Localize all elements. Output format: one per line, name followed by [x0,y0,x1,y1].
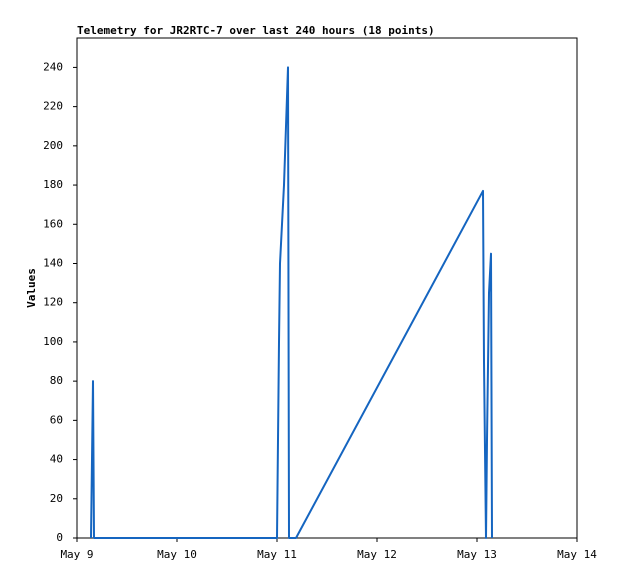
y-tick-label: 180 [43,178,63,191]
y-tick-label: 0 [56,531,63,544]
y-tick-label: 140 [43,256,63,269]
y-tick-label: 220 [43,100,63,113]
y-tick-label: 60 [50,413,63,426]
y-axis-label: Values [25,268,38,308]
plot-frame [76,37,578,539]
x-tick-label: May 11 [257,548,297,561]
y-tick-label: 200 [43,139,63,152]
x-tick-label: May 14 [557,548,597,561]
x-tick-label: May 9 [60,548,93,561]
y-tick-label: 240 [43,60,63,73]
x-tick-label: May 10 [157,548,197,561]
y-tick-label: 80 [50,374,63,387]
y-tick-label: 100 [43,335,63,348]
y-tick-label: 40 [50,453,63,466]
data-line [90,66,493,539]
y-tick-label: 120 [43,296,63,309]
x-tick-label: May 13 [457,548,497,561]
y-tick-label: 20 [50,492,63,505]
x-tick-label: May 12 [357,548,397,561]
chart-title: Telemetry for JR2RTC-7 over last 240 hou… [77,24,435,37]
y-tick-label: 160 [43,217,63,230]
